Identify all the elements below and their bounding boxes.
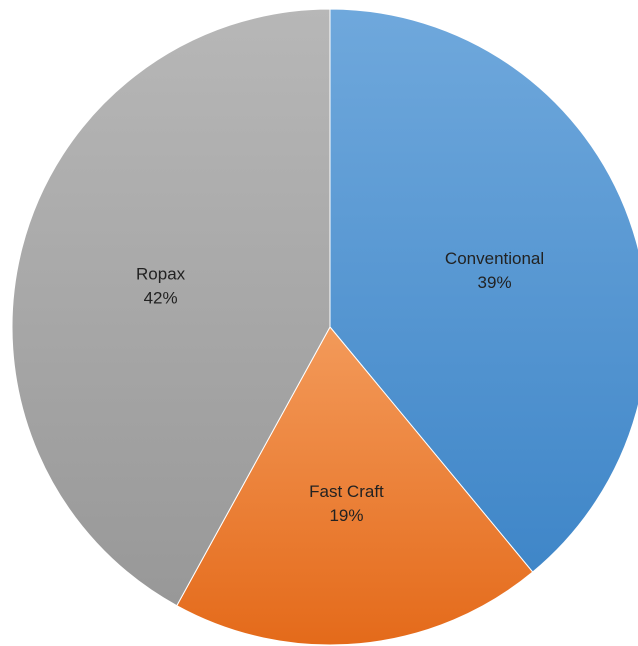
pie-slices	[11, 8, 638, 646]
data-label-conventional: Conventional 39%	[445, 249, 544, 292]
pie-slice-conventional	[329, 8, 638, 573]
pie-slice-fast-craft	[176, 326, 534, 646]
data-label-fast-craft: Fast Craft 19%	[309, 482, 384, 525]
pie-labels: Conventional 39% Fast Craft 19% Ropax 42%	[136, 249, 544, 525]
data-label-ropax: Ropax 42%	[136, 265, 186, 308]
pie-slice-ropax	[11, 8, 331, 607]
